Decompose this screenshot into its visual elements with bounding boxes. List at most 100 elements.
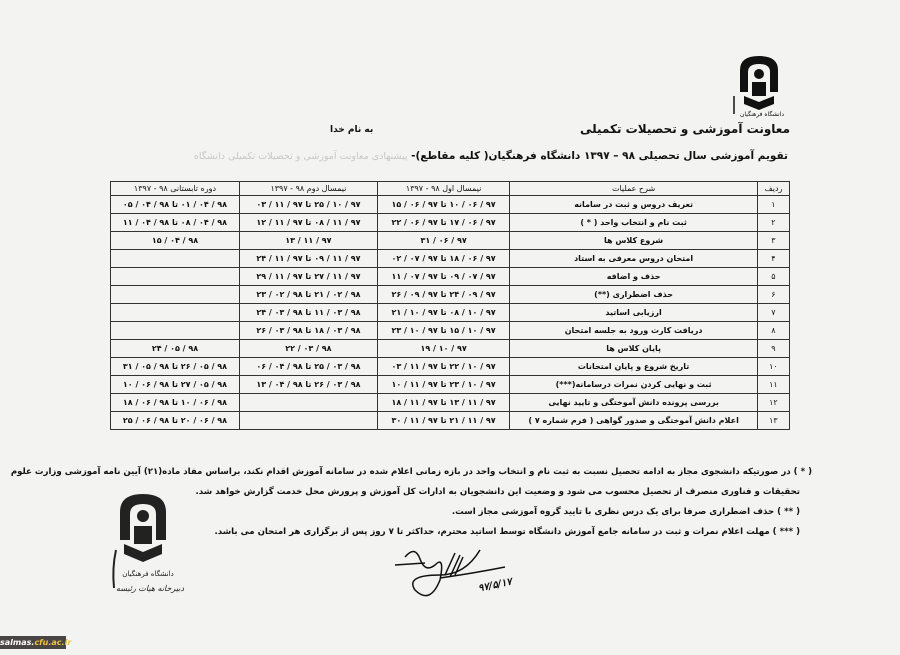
operation: ثبت و نهایی کردن نمرات درسامانه(***) (509, 375, 758, 394)
semester2-dates: ۹۸ / ۰۳ / ۲۶ تا ۹۸ / ۰۴ / ۱۳ (238, 375, 378, 394)
summer-dates: ۹۸ / ۰۵ / ۲۶ تا ۹۸ / ۰۵ / ۳۱ (110, 357, 240, 376)
semester1-dates: ۹۷ / ۱۰ / ۰۸ تا ۹۷ / ۱۰ / ۲۱ (376, 303, 511, 322)
table-row: ۱۳ اعلام دانش آموختگی و صدور گواهی ( فرم … (110, 411, 791, 430)
table-row: ۱۱ ثبت و نهایی کردن نمرات درسامانه(***) ۹۷… (110, 375, 791, 394)
row-number: ۱۰ (756, 357, 791, 376)
svg-text:دبیرخانه هیات رئیسه: دبیرخانه هیات رئیسه (116, 584, 185, 593)
col-header: نیمسال اول ۹۸ - ۱۳۹۷ (376, 181, 511, 196)
semester2-dates: ۹۸ / ۰۳ / ۱۸ تا ۹۸ / ۰۳ / ۲۶ (238, 321, 378, 340)
note: ( * ) در صورتیکه دانشجوی مجاز به ادامه ت… (10, 467, 812, 477)
svg-text:دانشگاه فرهنگیان: دانشگاه فرهنگیان (740, 110, 784, 118)
operation: تعریف دروس و ثبت در سامانه (509, 195, 758, 214)
row-number: ۱۳ (756, 411, 791, 430)
semester2-dates: ۹۸ / ۰۳ / ۲۵ تا ۹۸ / ۰۴ / ۰۶ (238, 357, 378, 376)
row-number: ۳ (756, 231, 791, 250)
operation: شروع کلاس ها (509, 231, 758, 250)
row-number: ۱۱ (756, 375, 791, 394)
operation: حذف و اضافه (509, 267, 758, 286)
summer-dates: ۹۸ / ۰۴ / ۱۵ (110, 231, 240, 250)
summer-dates: ۹۸ / ۰۶ / ۲۰ تا ۹۸ / ۰۶ / ۲۵ (110, 411, 240, 430)
note: ( ** ) حذف اضطراری صرفا برای یک درس نظری… (451, 507, 800, 517)
summer-dates (110, 303, 240, 322)
table-row: ۴ امتحان دروس معرفی به استاد ۹۷ / ۰۶ / ۱۸ … (110, 249, 791, 268)
semester1-dates: ۹۷ / ۱۰ / ۱۵ تا ۹۷ / ۱۰ / ۲۳ (376, 321, 511, 340)
note: تحقیقات و فناوری منصرف از تحصیل محسوب می… (195, 487, 800, 497)
note: ( *** ) مهلت اعلام نمرات و ثبت در سامانه… (214, 527, 800, 537)
semester1-dates: ۹۷ / ۱۰ / ۲۲ تا ۹۷ / ۱۱ / ۰۳ (376, 357, 511, 376)
summer-dates: ۹۸ / ۰۴ / ۰۱ تا ۹۸ / ۰۴ / ۰۵ (110, 195, 240, 214)
col-header: شرح عملیات (509, 181, 758, 196)
table-row: ۳ شروع کلاس ها ۹۷ / ۰۶ / ۳۱ ۹۷ / ۱۱ / ۱۳ ۹۸ … (110, 231, 791, 250)
operation: پایان کلاس ها (509, 339, 758, 358)
summer-dates (110, 267, 240, 286)
summer-dates (110, 285, 240, 304)
bismillah: به نام خدا (330, 125, 374, 135)
row-number: ۷ (756, 303, 791, 322)
semester2-dates (238, 411, 378, 430)
table-row: ۱۰ تاریخ شروع و پایان امتحانات ۹۷ / ۱۰ / ۲… (110, 357, 791, 376)
table-row: ۸ دریافت کارت ورود به جلسه امتحان ۹۷ / ۱۰ … (110, 321, 791, 340)
summer-dates: ۹۸ / ۰۵ / ۲۷ تا ۹۸ / ۰۶ / ۱۰ (110, 375, 240, 394)
semester2-dates (238, 393, 378, 412)
operation: تاریخ شروع و پایان امتحانات (509, 357, 758, 376)
table-row: ۱ تعریف دروس و ثبت در سامانه ۹۷ / ۰۶ / ۱۰ … (110, 195, 791, 214)
col-header: دوره تابستانی ۹۸ - ۱۳۹۷ (110, 181, 240, 196)
semester1-dates: ۹۷ / ۱۱ / ۲۱ تا ۹۷ / ۱۱ / ۳۰ (376, 411, 511, 430)
semester1-dates: ۹۷ / ۱۱ / ۱۳ تا ۹۷ / ۱۱ / ۱۸ (376, 393, 511, 412)
table-row: ۹ پایان کلاس ها ۹۷ / ۱۰ / ۱۹ ۹۸ / ۰۳ / ۲۲ ۹۸… (110, 339, 791, 358)
summer-dates: ۹۸ / ۰۵ / ۲۴ (110, 339, 240, 358)
table-row: ۶ حذف اضطراری (**) ۹۷ / ۰۹ / ۲۴ تا ۹۷ / ۰۹… (110, 285, 791, 304)
semester2-dates: ۹۷ / ۱۰ / ۲۵ تا ۹۷ / ۱۱ / ۰۳ (238, 195, 378, 214)
semester2-dates: ۹۷ / ۱۱ / ۲۷ تا ۹۷ / ۱۱ / ۲۹ (238, 267, 378, 286)
summer-dates (110, 321, 240, 340)
operation: اعلام دانش آموختگی و صدور گواهی ( فرم شم… (509, 411, 758, 430)
row-number: ۶ (756, 285, 791, 304)
signature (394, 545, 525, 625)
table-row: ۵ حذف و اضافه ۹۷ / ۰۷ / ۰۹ تا ۹۷ / ۰۷ / ۱۱… (110, 267, 791, 286)
department-heading: معاونت آموزشی و تحصیلات تکمیلی (580, 122, 790, 136)
university-logo: دانشگاه فرهنگیان (728, 52, 790, 118)
semester1-dates: ۹۷ / ۱۰ / ۱۹ (376, 339, 511, 358)
row-number: ۵ (756, 267, 791, 286)
operation: دریافت کارت ورود به جلسه امتحان (509, 321, 758, 340)
operation: ثبت نام و انتخاب واحد ( * ) (509, 213, 758, 232)
operation: بررسی پرونده دانش آموختگی و تایید نهایی (509, 393, 758, 412)
watermark-url: salmas.cfu.ac.ir (0, 636, 72, 649)
semester1-dates: ۹۷ / ۰۷ / ۰۹ تا ۹۷ / ۰۷ / ۱۱ (376, 267, 511, 286)
row-number: ۱۲ (756, 393, 791, 412)
semester2-dates: ۹۷ / ۱۱ / ۰۸ تا ۹۷ / ۱۱ / ۱۲ (238, 213, 378, 232)
semester1-dates: ۹۷ / ۰۶ / ۱۸ تا ۹۷ / ۰۷ / ۰۲ (376, 249, 511, 268)
semester2-dates: ۹۸ / ۰۳ / ۲۲ (238, 339, 378, 358)
summer-dates (110, 249, 240, 268)
faint-subtitle: پیشنهادی معاونت آموزشی و تحصیلات تکمیلی … (193, 151, 408, 162)
semester1-dates: ۹۷ / ۰۶ / ۱۰ تا ۹۷ / ۰۶ / ۱۵ (376, 195, 511, 214)
footnotes: ( * ) در صورتیکه دانشجوی مجاز به ادامه ت… (10, 462, 812, 542)
table-header-row: ردیف شرح عملیات نیمسال اول ۹۸ - ۱۳۹۷ نیم… (110, 181, 791, 196)
col-header: نیمسال دوم ۹۸ - ۱۳۹۷ (238, 181, 378, 196)
semester1-dates: ۹۷ / ۰۶ / ۳۱ (376, 231, 511, 250)
semester1-dates: ۹۷ / ۰۹ / ۲۴ تا ۹۷ / ۰۹ / ۲۶ (376, 285, 511, 304)
row-number: ۲ (756, 213, 791, 232)
semester2-dates: ۹۸ / ۰۲ / ۲۱ تا ۹۸ / ۰۲ / ۲۳ (238, 285, 378, 304)
row-number: ۱ (756, 195, 791, 214)
semester2-dates: ۹۷ / ۱۱ / ۱۳ (238, 231, 378, 250)
row-number: ۹ (756, 339, 791, 358)
summer-dates: ۹۸ / ۰۴ / ۰۸ تا ۹۸ / ۰۴ / ۱۱ (110, 213, 240, 232)
row-number: ۸ (756, 321, 791, 340)
semester1-dates: ۹۷ / ۱۰ / ۲۳ تا ۹۷ / ۱۱ / ۱۰ (376, 375, 511, 394)
operation: امتحان دروس معرفی به استاد (509, 249, 758, 268)
table-row: ۲ ثبت نام و انتخاب واحد ( * ) ۹۷ / ۰۶ / ۱۷… (110, 213, 791, 232)
document-title: تقویم آموزشی سال تحصیلی ۹۸ – ۱۳۹۷ دانشگا… (193, 150, 788, 162)
semester2-dates: ۹۷ / ۱۱ / ۰۹ تا ۹۷ / ۱۱ / ۲۴ (238, 249, 378, 268)
semester2-dates: ۹۸ / ۰۳ / ۱۱ تا ۹۸ / ۰۳ / ۲۴ (238, 303, 378, 322)
official-stamp: دانشگاه فرهنگیان دبیرخانه هیات رئیسه (98, 488, 188, 598)
table-row: ۱۲ بررسی پرونده دانش آموختگی و تایید نهای… (110, 393, 791, 412)
col-header: ردیف (756, 181, 791, 196)
row-number: ۴ (756, 249, 791, 268)
summer-dates: ۹۸ / ۰۶ / ۱۰ تا ۹۸ / ۰۶ / ۱۸ (110, 393, 240, 412)
operation: حذف اضطراری (**) (509, 285, 758, 304)
table-row: ۷ ارزیابی اساتید ۹۷ / ۱۰ / ۰۸ تا ۹۷ / ۱۰ /… (110, 303, 791, 322)
operation: ارزیابی اساتید (509, 303, 758, 322)
academic-calendar-table: ردیف شرح عملیات نیمسال اول ۹۸ - ۱۳۹۷ نیم… (110, 181, 791, 430)
semester1-dates: ۹۷ / ۰۶ / ۱۷ تا ۹۷ / ۰۶ / ۲۲ (376, 213, 511, 232)
